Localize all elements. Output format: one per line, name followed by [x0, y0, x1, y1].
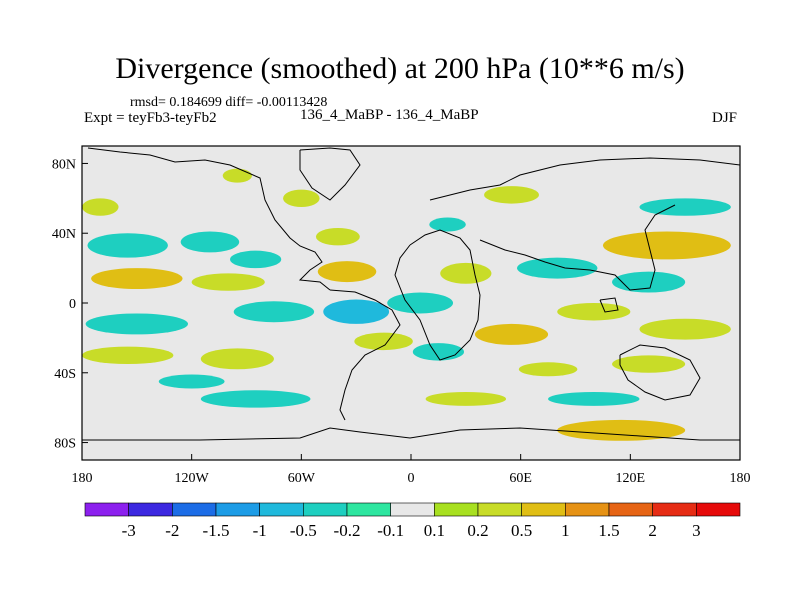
y-tick-label-0: 80N — [52, 157, 76, 172]
coastline-asia-south — [479, 204, 676, 291]
colorbar-swatch-1 — [128, 502, 173, 517]
field-region-15 — [387, 292, 454, 314]
field-region-13 — [317, 261, 377, 283]
field-region-27 — [425, 391, 507, 406]
x-tick-label-1: 120W — [175, 471, 210, 486]
field-region-29 — [557, 419, 686, 441]
colorbar-label-2: -1.5 — [203, 521, 230, 540]
field-region-28 — [548, 391, 640, 406]
y-tick-label-4: 80S — [54, 437, 76, 452]
chart-title: Divergence (smoothed) at 200 hPa (10**6 … — [115, 52, 685, 85]
field-region-24 — [639, 318, 731, 340]
colorbar-label-7: 0.1 — [424, 521, 445, 540]
colorbar-swatch-11 — [565, 502, 610, 517]
field-region-26 — [518, 362, 578, 377]
colorbar-label-12: 2 — [648, 521, 657, 540]
coastline-north-america — [87, 147, 331, 291]
colorbar-swatch-3 — [215, 502, 260, 517]
field-region-12 — [315, 227, 360, 246]
x-tick-label-0: 180 — [72, 471, 93, 486]
colorbar-swatch-0 — [84, 502, 129, 517]
field-region-20 — [517, 257, 598, 279]
x-tick-label-6: 180 — [730, 471, 751, 486]
field-region-11 — [283, 189, 320, 208]
field-region-23 — [557, 303, 631, 321]
colorbar-label-10: 1 — [561, 521, 570, 540]
colorbar-label-1: -2 — [165, 521, 179, 540]
coastline-south-america — [329, 289, 401, 421]
field-region-16 — [440, 262, 492, 284]
continent-outlines — [82, 147, 740, 441]
coastline-antarctica — [82, 427, 740, 441]
colorbar-swatch-8 — [434, 502, 479, 517]
experiment-label: Expt = teyFb3-teyFb2 — [84, 110, 217, 126]
colorbar-swatch-14 — [696, 502, 741, 517]
experiment-names: 136_4_MaBP - 136_4_MaBP — [300, 107, 479, 123]
colorbar-label-6: -0.1 — [377, 521, 404, 540]
x-tick-label-4: 60E — [509, 471, 532, 486]
colorbar-swatch-4 — [259, 502, 304, 517]
field-region-1 — [180, 231, 240, 253]
coastline-islands — [599, 297, 619, 313]
field-region-0 — [87, 233, 168, 258]
colorbar-label-0: -3 — [122, 521, 136, 540]
field-region-10 — [222, 168, 252, 183]
x-tick-label-5: 120E — [616, 471, 646, 486]
field-region-5 — [85, 313, 189, 335]
x-tick-label-2: 60W — [288, 471, 316, 486]
colorbar-swatch-9 — [477, 502, 522, 517]
y-tick-label-1: 40N — [52, 227, 76, 242]
season-label: DJF — [712, 110, 738, 126]
colorbar-label-13: 3 — [692, 521, 701, 540]
x-tick-label-3: 0 — [408, 471, 415, 486]
field-region-22 — [602, 231, 731, 260]
colorbar: -3 -2 -1.5 -1 -0.5 -0.2 -0.1 0.1 0.2 0.5 1 1.5 2 3 — [84, 502, 741, 540]
colorbar-swatch-5 — [303, 502, 348, 517]
colorbar-swatch-13 — [652, 502, 697, 517]
field-region-21 — [612, 271, 686, 293]
field-region-14 — [323, 299, 390, 324]
field-region-4 — [191, 273, 265, 291]
coastline-australia — [619, 344, 701, 401]
colorbar-label-4: -0.5 — [290, 521, 317, 540]
field-region-32 — [639, 198, 731, 216]
colorbar-swatch-6 — [346, 502, 391, 517]
field-region-25 — [612, 355, 686, 373]
field-region-8 — [200, 348, 274, 370]
field-region-30 — [200, 390, 311, 408]
y-tick-label-3: 40S — [54, 367, 76, 382]
axes: 180 120W 60W 0 60E 120E 180 80N 40N 0 40S 80S — [52, 157, 751, 486]
colorbar-label-5: -0.2 — [334, 521, 361, 540]
coastline-eurasia-africa — [394, 229, 481, 361]
colorbar-swatch-7 — [390, 502, 435, 517]
colorbar-swatch-10 — [521, 502, 566, 517]
field-region-31 — [484, 186, 539, 204]
field-region-33 — [429, 217, 466, 232]
colorbar-label-11: 1.5 — [598, 521, 619, 540]
y-tick-label-2: 0 — [69, 297, 76, 312]
rmsd-label: rmsd= 0.184699 diff= -0.00113428 — [130, 95, 328, 110]
divergence-field — [82, 168, 731, 441]
colorbar-label-9: 0.5 — [511, 521, 532, 540]
field-region-34 — [82, 198, 119, 216]
colorbar-label-8: 0.2 — [467, 521, 488, 540]
field-region-7 — [82, 346, 174, 365]
coastline-greenland — [299, 147, 361, 201]
field-region-3 — [91, 268, 183, 290]
field-region-17 — [354, 332, 413, 351]
field-region-2 — [230, 250, 282, 269]
colorbar-label-3: -1 — [253, 521, 267, 540]
field-region-19 — [474, 323, 549, 345]
field-region-9 — [158, 374, 225, 389]
coastline-eurasia — [429, 157, 740, 201]
colorbar-swatch-2 — [172, 502, 217, 517]
field-region-6 — [233, 301, 315, 323]
colorbar-swatch-12 — [608, 502, 653, 517]
